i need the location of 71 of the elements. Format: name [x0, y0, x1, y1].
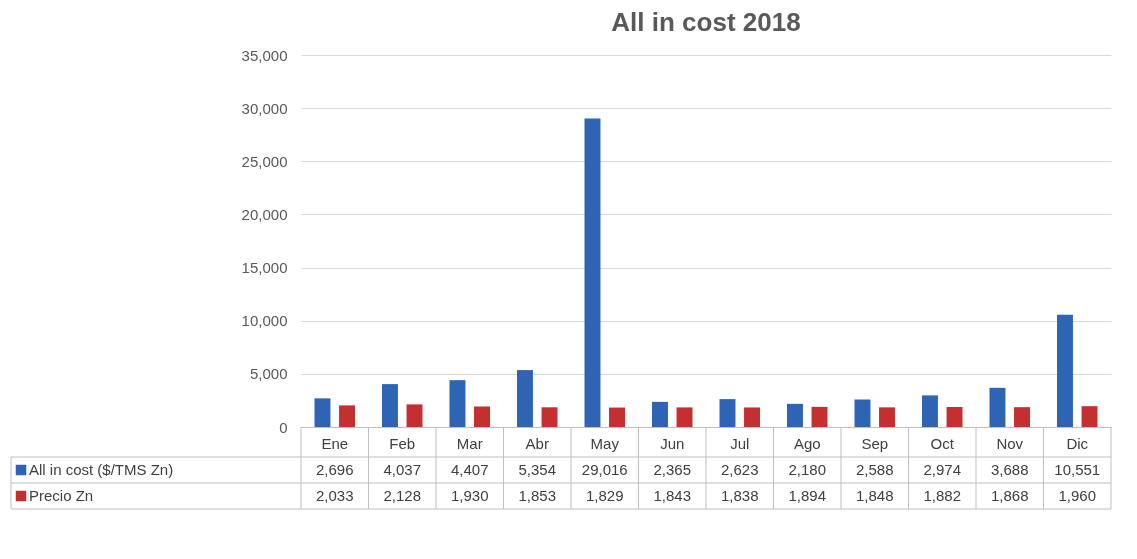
- y-tick-label: 20,000: [241, 205, 288, 223]
- legend-label: Precio Zn: [29, 487, 94, 504]
- data-label: 1,829: [585, 487, 624, 504]
- data-label: 1,838: [720, 487, 759, 504]
- data-label: 3,688: [990, 461, 1029, 478]
- bar: [652, 401, 668, 427]
- y-tick-label: 30,000: [241, 99, 288, 117]
- x-tick-label: Ene: [321, 434, 349, 452]
- bar: [1057, 314, 1073, 427]
- data-label: 2,588: [855, 461, 894, 478]
- data-label: 2,623: [720, 461, 759, 478]
- bar: [719, 399, 736, 427]
- bar: [854, 399, 871, 427]
- x-tick-label: Nov: [996, 434, 1024, 452]
- data-label: 4,037: [383, 461, 422, 478]
- bar: [406, 404, 423, 427]
- data-label: 1,882: [923, 487, 962, 504]
- x-tick-label: Jul: [730, 434, 750, 452]
- bar: [922, 395, 938, 427]
- bar: [382, 384, 398, 427]
- chart-title: All in cost 2018: [611, 7, 801, 37]
- bar: [879, 407, 895, 427]
- x-tick-label: Sep: [861, 434, 889, 452]
- data-label: 1,848: [855, 487, 894, 504]
- data-label: 1,930: [450, 487, 489, 504]
- bar: [584, 118, 601, 427]
- y-tick-label: 5,000: [249, 365, 288, 383]
- x-tick-label: Feb: [389, 434, 416, 452]
- legend-label: All in cost ($/TMS Zn): [29, 461, 174, 478]
- y-tick-label: 0: [279, 418, 288, 436]
- data-label: 2,128: [383, 487, 422, 504]
- x-tick-label: Mar: [456, 434, 483, 452]
- bar: [1014, 407, 1030, 427]
- bar: [989, 387, 1006, 427]
- bar: [449, 380, 466, 427]
- bar: [609, 407, 625, 427]
- data-label: 10,551: [1054, 461, 1101, 478]
- data-label: 2,974: [923, 461, 962, 478]
- bar: [946, 407, 963, 427]
- x-tick-label: Ago: [793, 434, 821, 452]
- data-label: 1,868: [990, 487, 1029, 504]
- data-label: 2,180: [788, 461, 827, 478]
- x-tick-label: Dic: [1066, 434, 1089, 452]
- bar: [517, 370, 533, 427]
- data-label: 1,853: [518, 487, 557, 504]
- y-tick-label: 10,000: [241, 312, 288, 330]
- data-label: 5,354: [518, 461, 557, 478]
- bar: [1081, 406, 1098, 427]
- data-label: 1,960: [1058, 487, 1097, 504]
- x-tick-label: Oct: [930, 434, 955, 452]
- bar: [787, 403, 803, 427]
- bar: [744, 407, 760, 427]
- data-label: 1,894: [788, 487, 827, 504]
- bar: [314, 398, 331, 427]
- data-label: 2,696: [315, 461, 354, 478]
- y-tick-label: 35,000: [241, 46, 288, 64]
- bar: [811, 406, 828, 427]
- data-label: 2,033: [315, 487, 354, 504]
- data-label: 1,843: [653, 487, 692, 504]
- bar: [474, 406, 490, 427]
- x-tick-label: May: [590, 434, 620, 452]
- x-tick-label: Jun: [660, 434, 685, 452]
- x-tick-label: Abr: [525, 434, 549, 452]
- y-tick-label: 25,000: [241, 152, 288, 170]
- bar: [339, 405, 355, 427]
- data-label: 2,365: [653, 461, 692, 478]
- bar: [676, 407, 693, 427]
- y-tick-label: 15,000: [241, 259, 288, 277]
- data-label: 29,016: [581, 461, 628, 478]
- bar: [541, 407, 558, 427]
- data-label: 4,407: [450, 461, 489, 478]
